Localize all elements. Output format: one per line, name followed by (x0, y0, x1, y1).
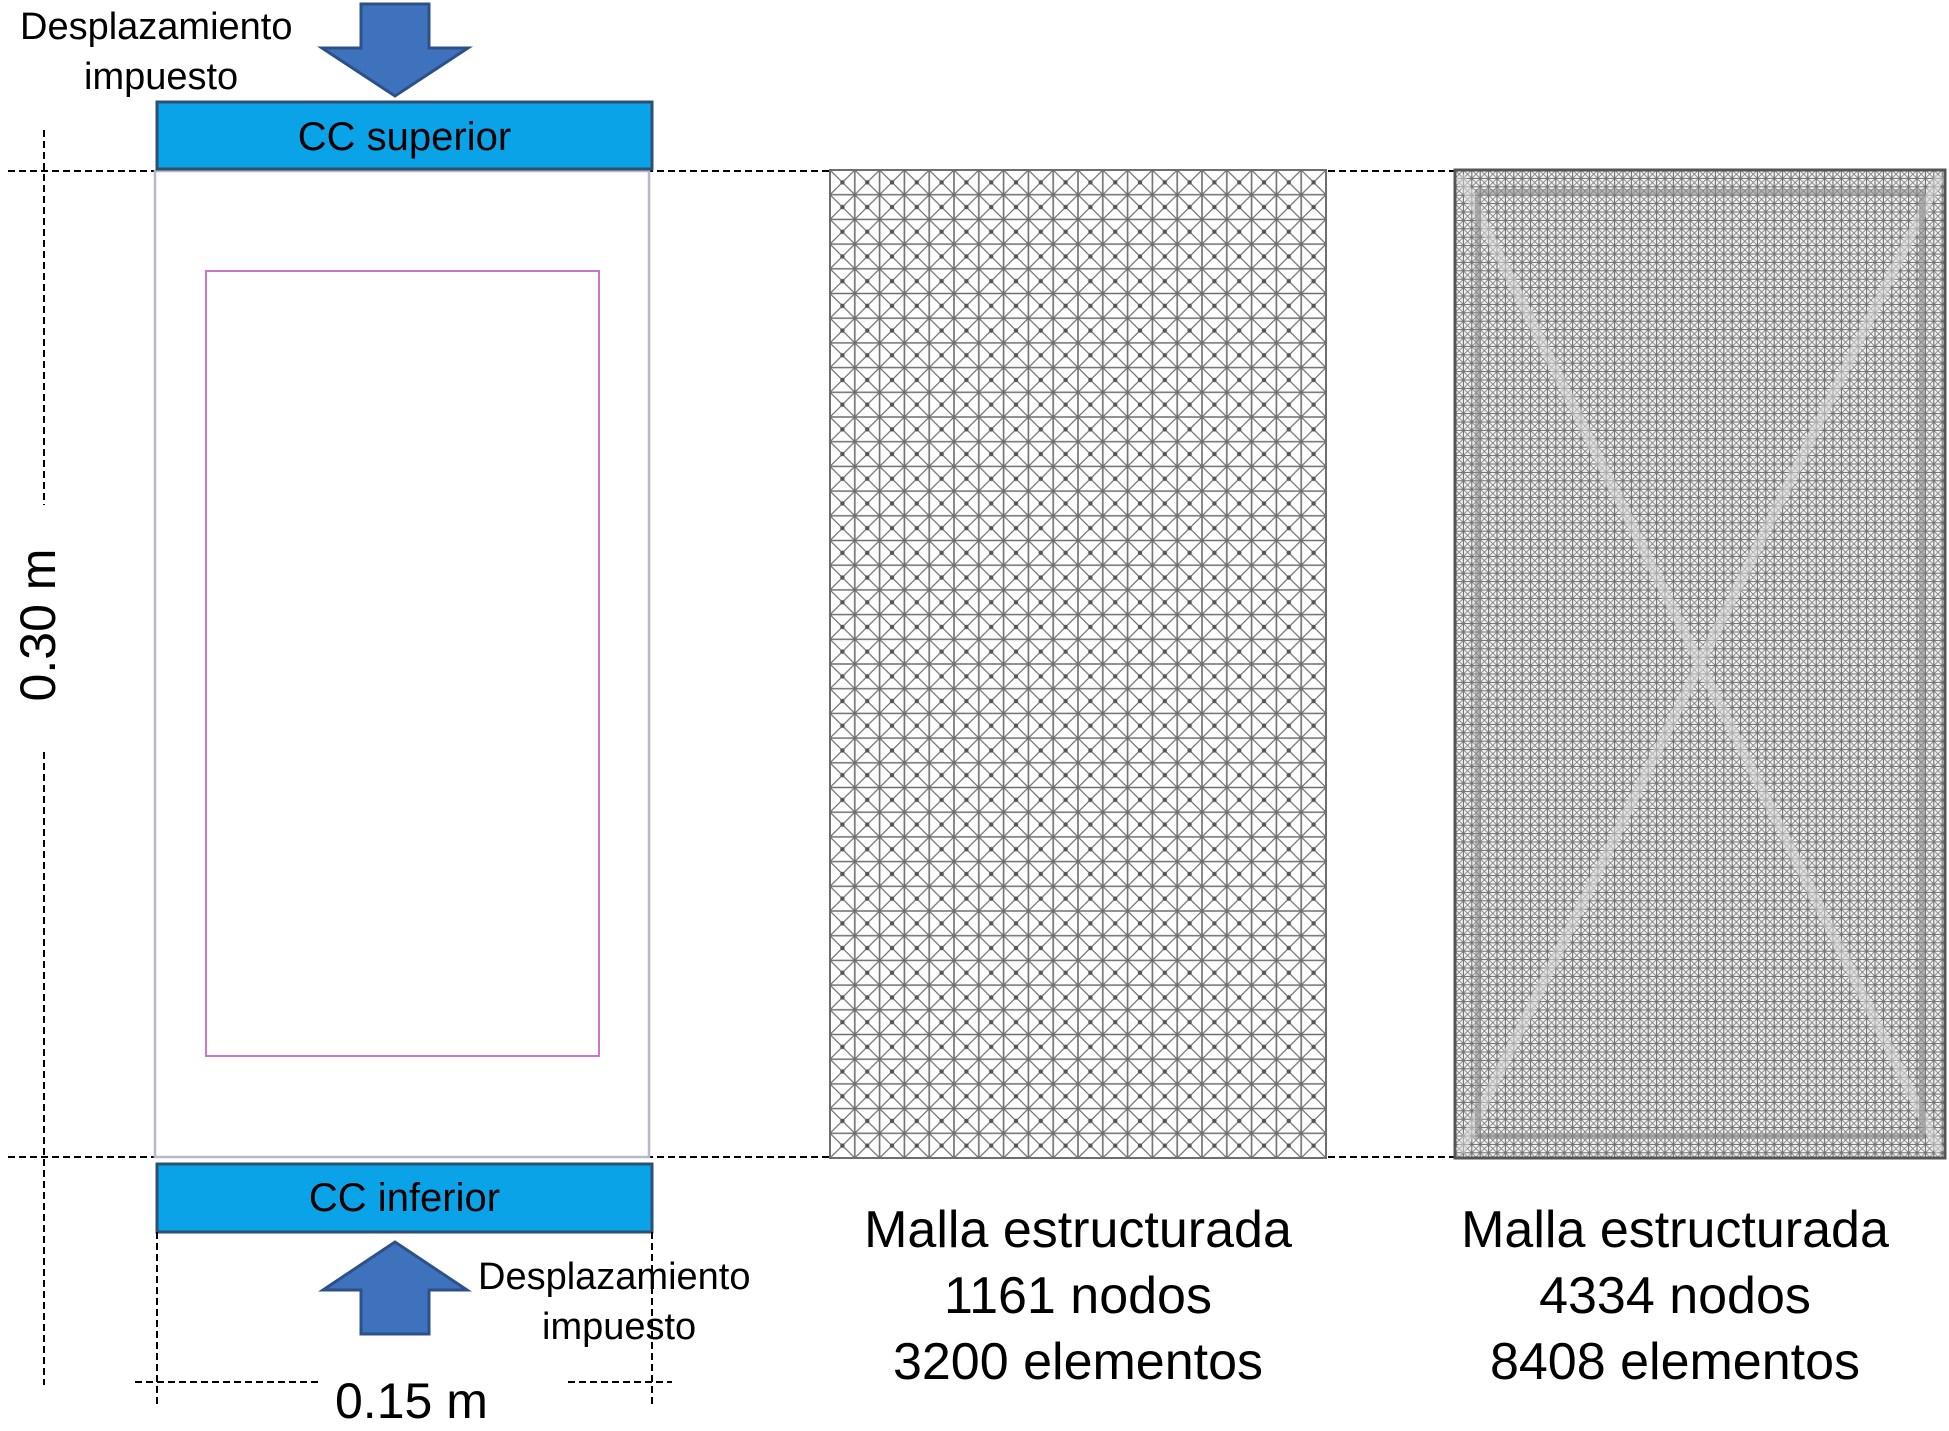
mesh-coarse-caption: Malla estructurada 1161 nodos 3200 eleme… (778, 1197, 1378, 1395)
mesh-structured-coarse (829, 169, 1327, 1159)
specimen-outline (153, 169, 651, 1159)
mesh-coarse-nodes: 1161 nodos (944, 1267, 1212, 1325)
mesh-fine-title: Malla estructurada (1461, 1201, 1889, 1259)
bottom-boundary-bar (155, 1162, 654, 1234)
top-bc-label: CC superior (297, 115, 512, 159)
mesh-coarse-title: Malla estructurada (864, 1201, 1292, 1259)
mesh-fine-nodes: 4334 nodos (1539, 1267, 1811, 1325)
bottom-bc-label: CC inferior (308, 1176, 501, 1220)
top-load-arrow-icon (316, 2, 474, 98)
inner-region-outline (205, 270, 600, 1057)
top-load-label-line1: Desplazamiento (20, 6, 293, 48)
mesh-fine-inner-border (1475, 189, 1925, 1139)
mesh-fine-caption: Malla estructurada 4334 nodos 8408 eleme… (1375, 1197, 1949, 1395)
bottom-load-label-line1: Desplazamiento (478, 1256, 751, 1298)
width-dimension-label: 0.15 m (335, 1373, 488, 1429)
top-load-label-line2: impuesto (84, 56, 239, 98)
mesh-coarse-elements: 3200 elementos (892, 1333, 1264, 1391)
mesh-fine-elements: 8408 elementos (1489, 1333, 1861, 1391)
bottom-load-arrow-icon (318, 1240, 472, 1336)
top-boundary-bar (155, 100, 654, 171)
height-dimension-label: 0.30 m (10, 548, 66, 702)
bottom-load-label-line2: impuesto (542, 1306, 697, 1348)
mesh-fine-diagonal-pattern (1455, 173, 1945, 1155)
